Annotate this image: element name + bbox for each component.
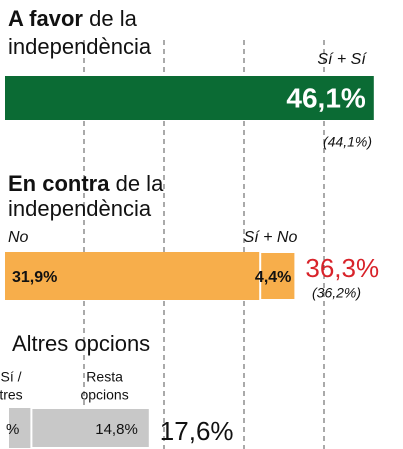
- total-label: 17,6%: [160, 416, 234, 446]
- segment-label: 31,9%: [12, 269, 57, 286]
- section-title-line2: independència: [8, 196, 152, 221]
- title-rest: Altres opcions: [12, 331, 150, 356]
- bar-segment: [9, 408, 32, 448]
- segment-name: Resta: [86, 369, 123, 385]
- segment-label: 46,1%: [286, 82, 365, 113]
- bar-segment: [259, 251, 297, 301]
- segment-label: 4,4%: [255, 269, 291, 286]
- section-title-line2: independència: [8, 34, 152, 59]
- segment-name: Sí + Sí: [317, 51, 367, 68]
- section-title: A favor de la: [8, 6, 138, 31]
- section-title: Altres opcions: [12, 331, 150, 356]
- previous-label: (44,1%): [323, 134, 372, 150]
- title-rest: de la: [89, 6, 137, 31]
- title-bold: A favor: [8, 6, 83, 31]
- bar-segment: [5, 252, 261, 300]
- title-bold: En contra: [8, 171, 110, 196]
- bar-segment: [30, 407, 151, 449]
- total-label: 36,3%: [305, 253, 379, 283]
- segment-name: Sí + No: [244, 229, 298, 246]
- section-title: En contra de la: [8, 171, 164, 196]
- segment-name: tres: [0, 387, 23, 403]
- segment-label: 14,8%: [95, 421, 138, 438]
- segment-name: opcions: [80, 387, 128, 403]
- previous-label: (36,2%): [312, 285, 361, 301]
- bar-segment: [5, 76, 374, 120]
- title-rest: de la: [116, 171, 164, 196]
- segment-name: No: [8, 229, 29, 246]
- segment-name: Sí /: [0, 369, 21, 385]
- segment-label: %: [6, 421, 19, 438]
